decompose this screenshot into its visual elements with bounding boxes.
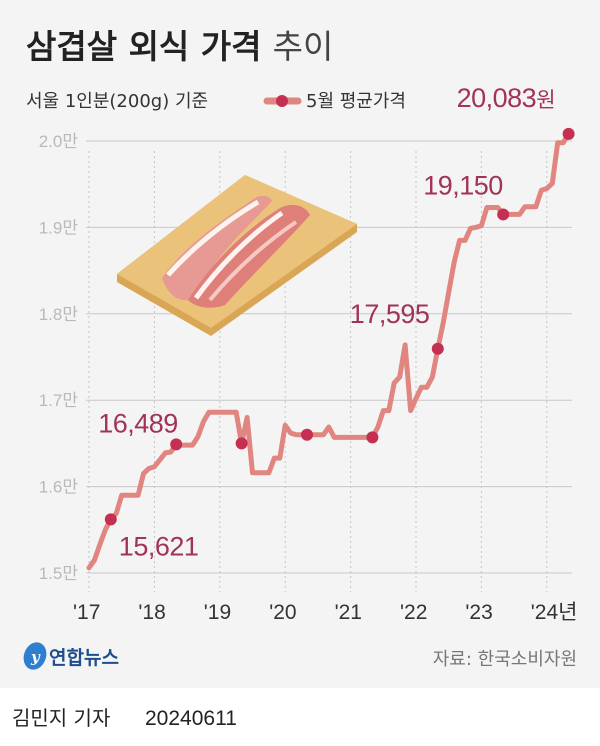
data-label-value: 15,621 <box>119 531 199 561</box>
point-labels: 15,621 16,489 17,595 19,150 20,083원 <box>98 83 555 562</box>
bacon-fat-2 <box>193 210 284 300</box>
x-tick-label: '23 <box>465 601 492 624</box>
y-tick-label: 1.6만 <box>39 478 79 497</box>
data-label: 15,621 <box>119 531 199 561</box>
legend-dot-swatch <box>276 95 288 107</box>
x-tick-label: '22 <box>400 601 427 624</box>
x-tick-label: '20 <box>269 601 296 624</box>
chart-title: 삼겹살 외식 가격 추이 <box>26 27 333 66</box>
may-price-dot <box>562 127 575 140</box>
pork-belly-illustration <box>117 175 357 336</box>
may-price-dot <box>235 437 248 450</box>
data-label-unit: 원 <box>536 88 555 112</box>
x-tick-label: '21 <box>335 601 362 624</box>
grid: 1.5만 1.6만 1.7만 1.8만 1.9만 2.0만 '17 '18 '19 '20 '21 '… <box>39 132 578 624</box>
source-note: 자료: 한국소비자원 <box>433 649 577 670</box>
data-label: 16,489 <box>98 408 178 438</box>
x-tick-label: '18 <box>138 601 165 624</box>
data-label-value: 20,083 <box>457 83 537 113</box>
publish-date: 20240611 <box>145 707 237 730</box>
x-tick-label: '17 <box>73 601 100 624</box>
legend: 5월 평균가격 <box>263 91 406 112</box>
bacon-strip-1 <box>162 195 272 301</box>
price-series <box>86 127 575 571</box>
yonhap-logo-glyph: y <box>30 648 41 666</box>
data-label-value: 16,489 <box>98 408 178 438</box>
y-tick-label: 1.5만 <box>39 564 79 583</box>
yonhap-logo: y 연합뉴스 <box>23 642 119 670</box>
yonhap-logo-text: 연합뉴스 <box>49 647 119 669</box>
data-label: 19,150 <box>423 170 503 200</box>
may-price-dot <box>497 208 510 221</box>
title-bold: 삼겹살 외식 가격 <box>26 27 262 66</box>
y-tick-label: 2.0만 <box>39 132 79 151</box>
may-price-dot <box>104 513 117 526</box>
title-light: 추이 <box>273 27 334 66</box>
price-line <box>86 131 572 571</box>
data-label: 20,083원 <box>457 83 555 113</box>
y-tick-label: 1.8만 <box>39 305 79 324</box>
may-price-dot <box>366 431 379 444</box>
data-label: 17,595 <box>350 299 430 329</box>
x-tick-label: '19 <box>204 601 231 624</box>
x-tick-label: '24년 <box>531 601 578 624</box>
y-tick-label: 1.7만 <box>39 391 79 410</box>
may-price-dot <box>431 342 444 355</box>
legend-label: 5월 평균가격 <box>306 91 406 112</box>
byline-background <box>0 688 600 746</box>
data-label-value: 17,595 <box>350 299 430 329</box>
yonhap-logo-icon <box>23 642 47 670</box>
data-label-value: 19,150 <box>423 170 503 200</box>
may-price-dot <box>301 428 313 441</box>
bacon-fat-3 <box>208 220 298 302</box>
may-price-dot <box>170 438 183 451</box>
subtitle: 서울 1인분(200g) 기준 <box>26 91 208 112</box>
bacon-fat-1 <box>166 199 260 277</box>
y-tick-label: 1.9만 <box>39 218 79 237</box>
reporter-name: 김민지 기자 <box>12 706 110 730</box>
bacon-strip-2 <box>188 204 310 308</box>
